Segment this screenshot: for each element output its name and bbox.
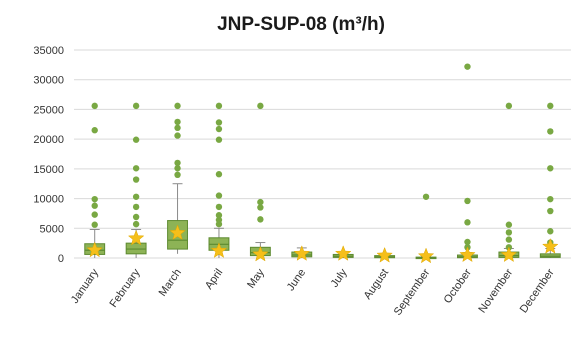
y-tick-label: 20000 — [33, 134, 64, 146]
mean-marker — [127, 229, 145, 246]
outlier-point — [132, 165, 140, 172]
mean-marker — [417, 247, 435, 264]
x-tick-label: December — [518, 267, 557, 316]
x-tick-label: February — [107, 266, 142, 309]
outlier-point — [257, 102, 264, 110]
outlier-point — [91, 195, 98, 203]
outlier-point — [174, 124, 181, 132]
outlier-point — [547, 102, 554, 110]
outlier-point — [132, 203, 140, 211]
outlier-point — [132, 136, 140, 143]
outlier-point — [132, 220, 140, 228]
mean-marker — [252, 245, 269, 262]
outlier-point — [91, 221, 98, 228]
outlier-point — [91, 202, 98, 209]
mean-marker — [169, 224, 186, 241]
outlier-point — [215, 125, 223, 133]
mean-marker — [293, 245, 311, 261]
outlier-point — [174, 165, 181, 172]
outlier-point — [215, 192, 223, 199]
x-tick-label: June — [285, 267, 309, 293]
outlier-point — [505, 221, 513, 228]
outlier-point — [174, 132, 181, 139]
chart-title: JNP-SUP-08 (m³/h) — [217, 14, 385, 35]
outlier-point — [464, 63, 471, 70]
outlier-point — [257, 198, 264, 206]
x-tick-label: March — [157, 267, 184, 299]
outlier-point — [215, 102, 223, 110]
outlier-point — [547, 228, 554, 235]
outlier-point — [174, 171, 181, 178]
outlier-point — [422, 193, 430, 200]
outlier-point — [464, 197, 471, 205]
outlier-point — [464, 219, 471, 226]
outlier-point — [91, 127, 98, 134]
x-tick-label: January — [69, 266, 102, 305]
x-tick-label: October — [442, 267, 474, 306]
outlier-point — [257, 204, 264, 211]
outlier-point — [132, 176, 140, 183]
mean-marker — [376, 246, 393, 263]
mean-marker — [500, 246, 518, 263]
outlier-point — [215, 212, 223, 219]
outlier-point — [215, 203, 223, 211]
outlier-point — [547, 128, 554, 135]
mean-marker — [86, 241, 103, 258]
outlier-point — [215, 119, 223, 126]
mean-marker — [210, 242, 228, 258]
outlier-point — [91, 211, 98, 218]
mean-marker — [542, 238, 559, 254]
y-tick-label: 15000 — [33, 164, 64, 176]
outlier-point — [132, 213, 140, 221]
x-tick-label: May — [245, 266, 267, 290]
mean-marker — [334, 245, 352, 261]
y-tick-label: 25000 — [33, 104, 64, 116]
box-march — [167, 183, 188, 254]
outlier-point — [215, 136, 223, 143]
y-tick-label: 0 — [58, 253, 64, 265]
x-tick-label: September — [392, 267, 433, 318]
outlier-point — [505, 229, 513, 236]
outlier-point — [215, 171, 223, 178]
outlier-point — [257, 216, 264, 223]
outlier-point — [547, 165, 554, 172]
y-tick-label: 10000 — [33, 194, 64, 206]
outlier-point — [132, 102, 140, 110]
outlier-point — [547, 207, 554, 215]
x-tick-label: August — [362, 267, 391, 302]
boxes — [84, 183, 561, 260]
x-tick-label: July — [329, 266, 350, 289]
x-tick-label: April — [203, 267, 225, 292]
x-tick-label: November — [476, 267, 515, 316]
means — [86, 224, 559, 264]
mean-marker — [459, 246, 476, 263]
y-tick-label: 30000 — [33, 75, 64, 87]
x-axis-ticks: January February March April May June July Augu… — [69, 266, 557, 317]
outlier-point — [464, 238, 471, 246]
y-tick-label: 35000 — [33, 45, 64, 57]
outlier-point — [132, 193, 140, 200]
outlier-point — [547, 195, 554, 203]
outlier-point — [174, 102, 181, 110]
outlier-point — [91, 102, 98, 110]
outlier-point — [505, 102, 513, 110]
outlier-point — [505, 236, 513, 243]
outlier-point — [215, 220, 223, 228]
outlier-point — [174, 159, 181, 167]
outliers — [91, 63, 554, 251]
gridlines — [74, 49, 571, 259]
outlier-point — [174, 118, 181, 126]
y-axis-ticks: 0 5000 10000 15000 20000 25000 30000 35000 — [33, 45, 64, 265]
y-tick-label: 5000 — [40, 223, 64, 235]
